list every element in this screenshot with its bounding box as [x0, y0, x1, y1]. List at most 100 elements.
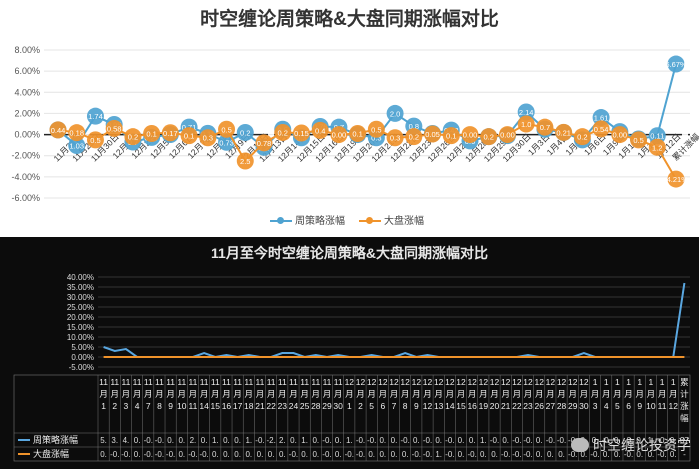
bottom-x-tick-label: 16 — [467, 401, 477, 411]
bottom-x-tick-label: 月 — [278, 389, 287, 399]
bottom-x-tick-label: 9 — [168, 401, 173, 411]
bottom-x-tick-label: 21 — [501, 401, 511, 411]
top-chart-title: 时空缠论周策略&大盘同期涨幅对比 — [200, 9, 499, 30]
bottom-table-cell: 1. — [435, 450, 442, 459]
bottom-x-tick-label: 月 — [379, 389, 388, 399]
bottom-table-cell: -0. — [255, 436, 264, 445]
top-point-label-market: 0.00 — [463, 131, 478, 140]
bottom-x-tick-label: 11 — [222, 377, 231, 387]
bottom-x-tick-label: 12 — [434, 377, 444, 387]
top-point-label-market: 0.00 — [500, 131, 515, 140]
top-point-label-market: 0.15 — [294, 129, 309, 138]
bottom-x-tick-label: 11 — [166, 377, 175, 387]
top-y-tick-label: -2.00% — [11, 151, 40, 161]
bottom-table-cell: 0. — [502, 436, 509, 445]
bottom-x-tick-label: 月 — [658, 389, 667, 399]
bottom-x-tick-label: 3 — [124, 401, 129, 411]
top-chart-panel: 时空缠论周策略&大盘同期涨幅对比 8.00% 6.00% 4.00% 2.00% 0.0… — [11, 9, 699, 227]
top-point-strategy — [667, 55, 685, 73]
bottom-table-cell: -0. — [490, 436, 499, 445]
bottom-x-tick-label: 月 — [446, 389, 455, 399]
bottom-x-tick-label: 月 — [434, 389, 443, 399]
bottom-x-tick-label: 12 — [423, 377, 433, 387]
bottom-table-cell: 0. — [178, 450, 185, 459]
top-legend: 周策略涨幅 大盘涨幅 — [270, 212, 424, 227]
bottom-x-tick-label: 月 — [300, 389, 309, 399]
top-point-market — [161, 124, 179, 142]
bottom-x-tick-label: 月 — [200, 389, 209, 399]
top-point-market — [498, 126, 516, 144]
bottom-table-cell: 0. — [458, 450, 465, 459]
top-point-label-market: 0.2 — [128, 133, 138, 142]
bottom-table-cell: -0. — [557, 436, 566, 445]
bottom-y-tick-label: 5.00% — [71, 343, 94, 352]
bottom-x-tick-label: 12 — [467, 377, 477, 387]
top-point-label-strategy: 0.2 — [240, 128, 250, 137]
bottom-x-tick-label: 月 — [122, 389, 131, 399]
bottom-x-tick-label: 11 — [122, 377, 131, 387]
bottom-x-tick-label: 月 — [479, 389, 488, 399]
bottom-x-tick-label: 月 — [669, 389, 678, 399]
top-series-line-strategy — [57, 63, 677, 149]
bottom-table-cell: 4. — [123, 436, 130, 445]
bottom-x-tick-label: 12 — [345, 377, 355, 387]
bottom-x-tick-label: 月 — [233, 389, 242, 399]
bottom-table-cell: -0. — [546, 436, 555, 445]
top-point-market — [68, 124, 86, 142]
top-point-market — [105, 119, 123, 137]
bottom-x-tick-label: 月 — [602, 389, 611, 399]
bottom-x-tick-label: 11 — [99, 377, 108, 387]
bottom-x-tick-label: 月 — [457, 389, 466, 399]
bottom-table-cell: 0. — [636, 436, 643, 445]
top-point-strategy — [86, 107, 104, 125]
bottom-x-tick-label: 月 — [546, 389, 555, 399]
top-point-market — [648, 138, 666, 156]
bottom-x-tick-label: 24 — [289, 401, 299, 411]
bottom-table-cell: 0. — [312, 436, 319, 445]
top-y-tick-label: 2.00% — [14, 108, 40, 118]
bottom-table-cell: 0. — [391, 450, 398, 459]
bottom-x-tick-label: 11 — [200, 377, 209, 387]
bottom-x-tick-label: 11 — [311, 377, 320, 387]
top-point-label-market: 1.0 — [521, 120, 531, 129]
bottom-x-tick-label: 月 — [256, 389, 265, 399]
bottom-table-cell: -0. — [289, 450, 298, 459]
bottom-x-tick-label: 11 — [144, 377, 153, 387]
bottom-x-tick-label: 月 — [323, 389, 332, 399]
bottom-x-tick-label: 11 — [155, 377, 164, 387]
bottom-table-cell: -0. — [166, 450, 175, 459]
bottom-table-cell: -0. — [400, 436, 409, 445]
top-point-label-strategy: 6.67% — [665, 60, 687, 69]
bottom-table-cell: 0. — [670, 450, 677, 459]
bottom-x-tick-label: 月 — [289, 389, 298, 399]
bottom-x-tick-label: 1 — [671, 377, 676, 387]
bottom-x-tick-label: 11 — [300, 377, 309, 387]
bottom-x-tick-label: 月 — [490, 389, 499, 399]
bottom-x-tick-label: 月 — [166, 389, 175, 399]
top-point-market — [330, 126, 348, 144]
bottom-table-cell: -0. — [423, 450, 432, 459]
bottom-x-tick-label: 9 — [637, 401, 642, 411]
bottom-x-tick-label: 月 — [245, 389, 254, 399]
bottom-table-cell: 0. — [636, 450, 643, 459]
top-point-label-market: 0.7 — [540, 123, 550, 132]
bottom-table-cell: 0. — [234, 436, 241, 445]
bottom-x-tick-label: 12 — [400, 377, 410, 387]
bottom-table-cell: 1. — [346, 436, 353, 445]
bottom-table-cell: 0. — [402, 450, 409, 459]
bottom-table-cell: -0. — [512, 450, 521, 459]
bottom-x-tick-label: 月 — [568, 389, 577, 399]
top-y-tick-label: 8.00% — [14, 45, 40, 55]
bottom-x-tick-label: 12 — [378, 377, 388, 387]
top-point-label-strategy: 2.0 — [390, 109, 400, 118]
bottom-x-tick-label: 月 — [535, 389, 544, 399]
bottom-x-tick-label: 11 — [110, 377, 119, 387]
top-point-label-strategy: 0.73 — [219, 138, 234, 147]
top-point-market — [349, 125, 367, 143]
bottom-table-cell: 0. — [469, 436, 476, 445]
bottom-table-cell: 0. — [614, 450, 621, 459]
bottom-chart-panel: 11月至今时空缠论周策略&大盘同期涨幅对比 40.00% 35.00% 30.00%… — [0, 237, 699, 469]
bottom-row-label: 周策略涨幅 — [33, 434, 78, 445]
bottom-x-tick-label: 18 — [244, 401, 254, 411]
bottom-x-tick-label: 11 — [189, 377, 198, 387]
